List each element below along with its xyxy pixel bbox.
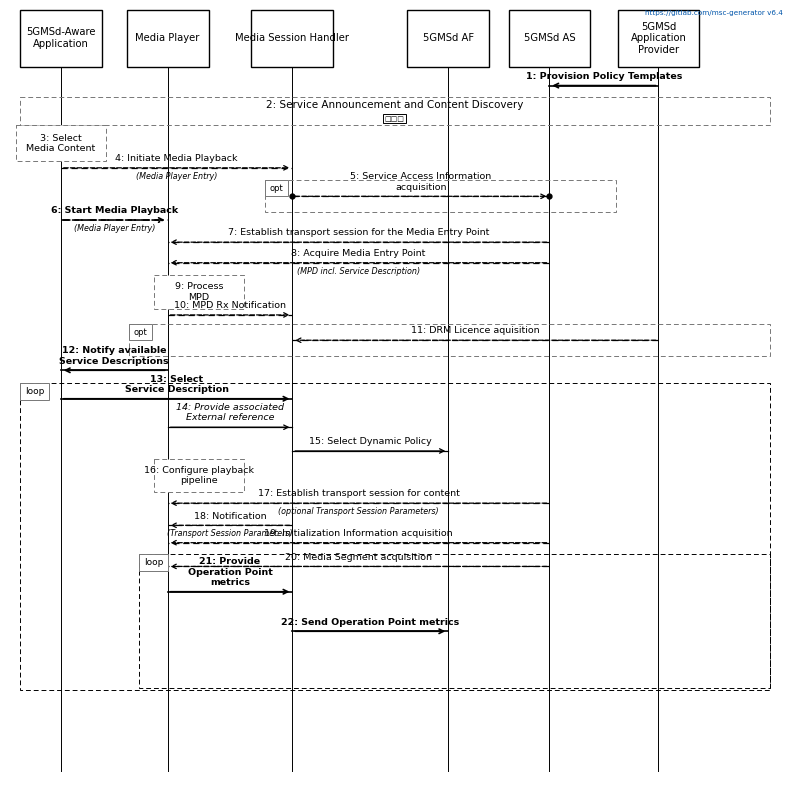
- Text: 9: Process
MPD: 9: Process MPD: [175, 282, 223, 302]
- Text: loop: loop: [25, 387, 45, 396]
- Bar: [139, 554, 169, 571]
- Text: 12: Notify available
Service Descriptions: 12: Notify available Service Description…: [60, 346, 169, 366]
- Text: 14: Provide associated
External reference: 14: Provide associated External referenc…: [176, 403, 284, 423]
- Text: 17: Establish transport session for content: 17: Establish transport session for cont…: [258, 489, 460, 499]
- Bar: [265, 181, 615, 212]
- Bar: [618, 10, 700, 67]
- Text: (MPD incl. Service Description): (MPD incl. Service Description): [297, 266, 420, 276]
- Text: (Media Player Entry): (Media Player Entry): [74, 224, 155, 233]
- Text: opt: opt: [270, 184, 284, 193]
- Bar: [265, 181, 289, 196]
- Text: 18: Notification: 18: Notification: [194, 512, 266, 521]
- Text: 1: Provision Policy Templates: 1: Provision Policy Templates: [525, 72, 682, 81]
- Text: 5GMSd-Aware
Application: 5GMSd-Aware Application: [26, 27, 95, 49]
- Bar: [509, 10, 591, 67]
- Text: 21: Provide
Operation Point
metrics: 21: Provide Operation Point metrics: [188, 557, 273, 587]
- Bar: [20, 383, 770, 690]
- Text: 5GMSd AF: 5GMSd AF: [423, 33, 474, 43]
- Text: 3: Select
Media Content: 3: Select Media Content: [26, 134, 95, 153]
- Text: 19: Initialization Information acquisition: 19: Initialization Information acquisiti…: [264, 529, 453, 538]
- Text: □□□: □□□: [385, 115, 405, 122]
- Text: (Transport Session Parameters): (Transport Session Parameters): [167, 529, 293, 538]
- Text: 10: MPD Rx Notification: 10: MPD Rx Notification: [174, 301, 286, 310]
- Bar: [407, 10, 489, 67]
- Text: 5: Service Access Information
acquisition: 5: Service Access Information acquisitio…: [351, 172, 491, 191]
- Bar: [129, 324, 152, 341]
- Text: 8: Acquire Media Entry Point: 8: Acquire Media Entry Point: [291, 249, 426, 258]
- Text: 11: DRM Licence aquisition: 11: DRM Licence aquisition: [411, 327, 540, 336]
- Text: 15: Select Dynamic Policy: 15: Select Dynamic Policy: [308, 437, 432, 446]
- Bar: [126, 10, 208, 67]
- Text: (optional Transport Session Parameters): (optional Transport Session Parameters): [278, 507, 439, 516]
- Text: Media Player: Media Player: [135, 33, 200, 43]
- Text: 13: Select
Service Description: 13: Select Service Description: [125, 374, 229, 394]
- Text: (Media Player Entry): (Media Player Entry): [136, 172, 217, 181]
- Text: 4: Initiate Media Playback: 4: Initiate Media Playback: [115, 154, 238, 163]
- Text: 22: Send Operation Point metrics: 22: Send Operation Point metrics: [281, 617, 460, 626]
- Text: loop: loop: [144, 558, 163, 567]
- Bar: [20, 98, 770, 125]
- Text: opt: opt: [134, 328, 147, 337]
- Text: 16: Configure playback
pipeline: 16: Configure playback pipeline: [144, 466, 254, 485]
- Text: Media Session Handler: Media Session Handler: [235, 33, 349, 43]
- Text: 7: Establish transport session for the Media Entry Point: 7: Establish transport session for the M…: [228, 228, 489, 237]
- Bar: [139, 554, 770, 688]
- Bar: [20, 383, 49, 400]
- Bar: [154, 275, 243, 308]
- Text: https://gitlab.com/msc-generator v6.4: https://gitlab.com/msc-generator v6.4: [646, 10, 783, 16]
- Bar: [251, 10, 333, 67]
- Text: 5GMSd AS: 5GMSd AS: [524, 33, 576, 43]
- Bar: [154, 459, 243, 492]
- Bar: [129, 324, 770, 356]
- Bar: [16, 125, 106, 161]
- Text: 6: Start Media Playback: 6: Start Media Playback: [51, 207, 178, 215]
- Bar: [20, 10, 102, 67]
- Text: 5GMSd
Application
Provider: 5GMSd Application Provider: [630, 22, 686, 55]
- Text: 2: Service Announcement and Content Discovery: 2: Service Announcement and Content Disc…: [266, 100, 523, 110]
- Text: 20: Media Segment acquisition: 20: Media Segment acquisition: [285, 553, 432, 562]
